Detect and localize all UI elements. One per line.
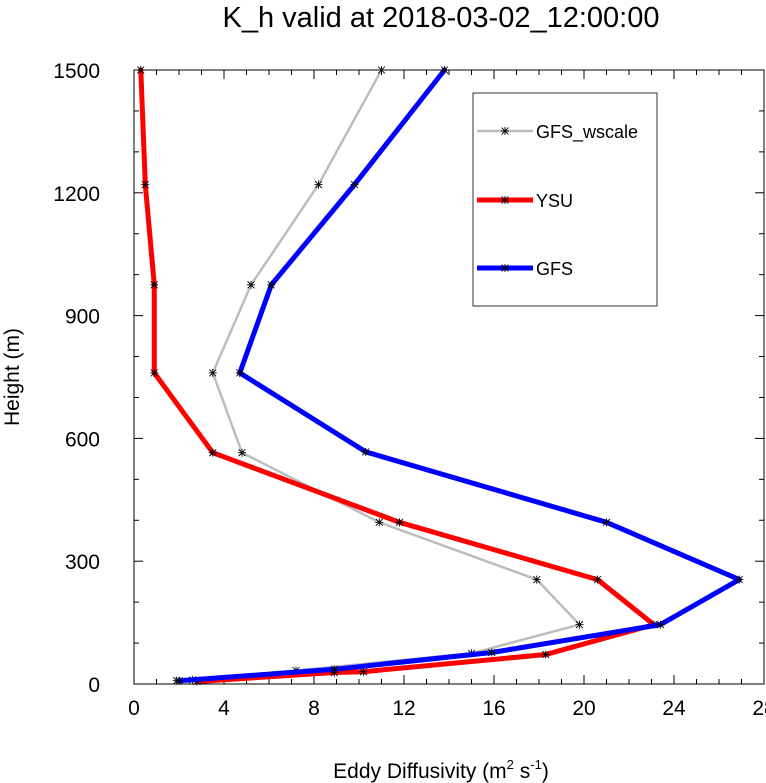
legend-box [472, 92, 658, 307]
series-0-point-4 [575, 620, 584, 629]
chart-title: K_h valid at 2018-03-02_12:00:00 [223, 2, 660, 34]
series-line-1 [138, 67, 657, 684]
legend: GFS_wscale YSU GFS [472, 92, 658, 307]
series-2-point-1 [330, 665, 339, 674]
series-2-point-3 [656, 620, 665, 629]
x-tick-label-2: 8 [308, 697, 320, 720]
x-tick-label-3: 12 [392, 697, 415, 720]
series-0-point-9 [247, 280, 255, 289]
y-tick-label-0: 0 [88, 674, 100, 697]
series-0-point-8 [208, 368, 217, 377]
legend-marker-0 [501, 127, 509, 135]
series-2-point-7 [235, 368, 244, 377]
y-axis-label: Height (m) [1, 328, 24, 426]
plot-frame [133, 69, 765, 685]
series-0-point-5 [532, 575, 541, 584]
series-1-point-6 [395, 518, 404, 527]
x-axis-unit-exp2: -1 [530, 757, 542, 772]
legend-label-1: YSU [536, 191, 573, 211]
series-0-point-10 [314, 180, 323, 189]
series-1-point-8 [150, 368, 159, 377]
series-2-point-9 [350, 180, 359, 189]
x-axis-label-text: Eddy Diffusivity [333, 760, 477, 783]
series-2-point-6 [361, 447, 370, 456]
series-2-point-2 [487, 648, 496, 657]
x-tick-label-7: 28 [752, 697, 766, 720]
x-tick-label-1: 4 [218, 697, 230, 720]
x-tick-label-5: 20 [572, 697, 595, 720]
y-tick-label-5: 1500 [53, 60, 100, 83]
legend-label-2: GFS [536, 259, 573, 279]
series-2-point-0 [175, 676, 183, 685]
series-0-point-7 [238, 448, 246, 457]
x-axis-label: Eddy Diffusivity (m2 s-1) [333, 757, 549, 783]
legend-marker-2 [501, 264, 509, 272]
y-tick-label-3: 900 [65, 306, 100, 329]
series-1-point-7 [208, 448, 217, 457]
series-2-point-8 [267, 280, 276, 289]
x-axis-unit-exp1: 2 [507, 757, 514, 772]
series-1-point-5 [593, 575, 602, 584]
series-line-2 [176, 67, 742, 684]
series-1-point-3 [541, 650, 550, 659]
series-1-point-9 [150, 280, 159, 289]
x-axis-unit-base2: s [520, 760, 531, 783]
legend-label-0: GFS_wscale [536, 122, 638, 143]
y-tick-label-4: 1200 [53, 183, 100, 206]
series-1-point-10 [141, 180, 150, 189]
legend-marker-1 [501, 196, 509, 204]
y-tick-label-2: 600 [65, 428, 100, 451]
series-0-point-6 [375, 518, 384, 527]
x-tick-label-6: 24 [662, 697, 686, 720]
x-axis-unit-base1: m [489, 760, 507, 783]
series-1-point-2 [359, 667, 368, 676]
y-tick-label-1: 300 [65, 551, 100, 574]
x-tick-label-0: 0 [128, 697, 140, 720]
series-2-point-5 [602, 518, 611, 527]
series-2-point-4 [735, 575, 744, 584]
plot-marks: 0 4 8 12 16 20 24 28 0 300 600 900 1200 1500 [53, 60, 766, 720]
x-tick-label-4: 16 [482, 697, 505, 720]
